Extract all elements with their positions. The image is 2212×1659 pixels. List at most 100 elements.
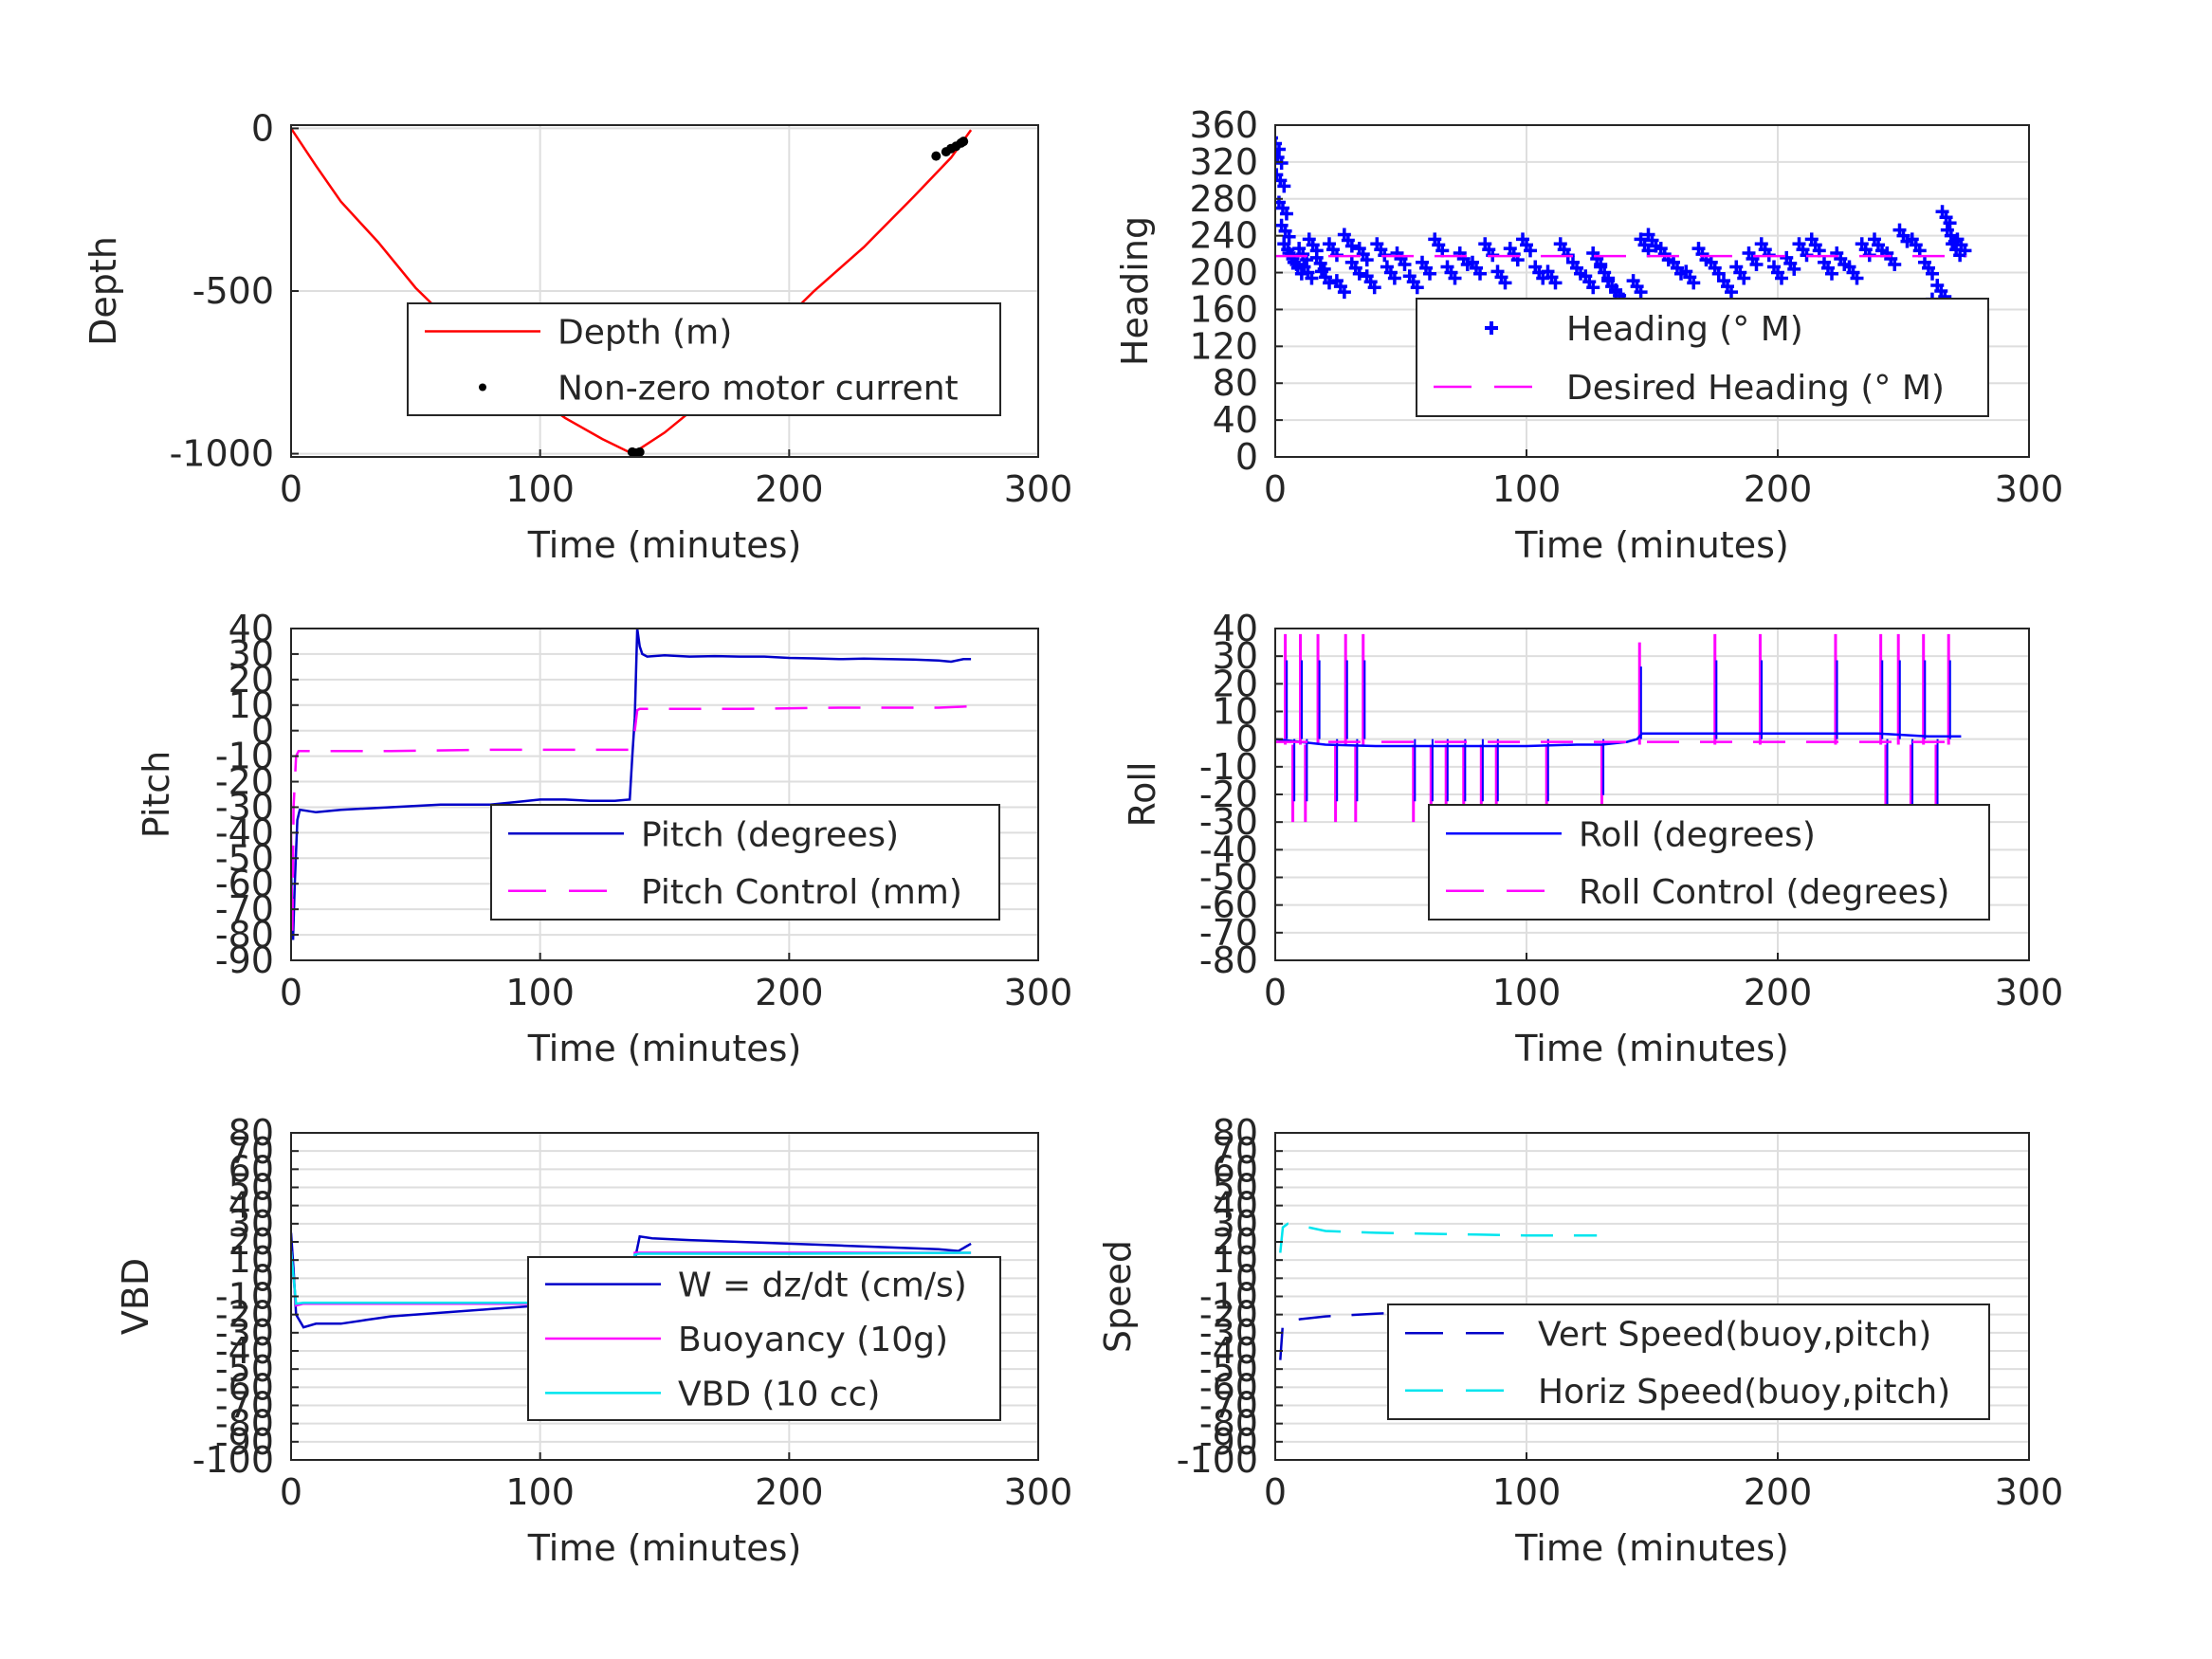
speed-ylabel: Speed [1097, 1240, 1139, 1353]
depth-ytick-label: -500 [192, 270, 274, 312]
speed-ytick-label: -90 [1199, 1421, 1258, 1463]
motor-current-point [931, 151, 941, 161]
heading-point [1711, 266, 1726, 281]
speed-ytick-label: -100 [1177, 1439, 1258, 1481]
heading-point [1279, 207, 1293, 221]
speed-legend-label: Vert Speed(buoy,pitch) [1538, 1315, 1931, 1354]
pitch-xtick-label: 200 [755, 972, 824, 1013]
roll-legend-box [1428, 804, 1990, 921]
heading-axes-box [1274, 124, 2030, 458]
speed-data-layer [1279, 1222, 1622, 1360]
vbd-ytick-label: -80 [215, 1403, 274, 1445]
heading-legend-marker [1485, 321, 1498, 335]
vbd-xtick-label: 200 [755, 1471, 824, 1513]
roll-chart: 0 100 200 300403020100-10-20-30-40-50-60-70… [1122, 608, 2063, 1069]
heading-point [1367, 281, 1381, 295]
vbd-legend-label: W = dz/dt (cm/s) [678, 1267, 967, 1305]
heading-data-layer [1275, 136, 1972, 327]
roll-ytick-label: 20 [1213, 663, 1258, 704]
pitch-ytick-label: 40 [229, 608, 274, 649]
roll-ytick-label: -70 [1199, 912, 1258, 954]
speed-legend-label: Horiz Speed(buoy,pitch) [1538, 1373, 1950, 1412]
vbd-ytick-label: -60 [215, 1366, 274, 1408]
motor-current-point [959, 137, 969, 147]
speed-series-1-line [1279, 1222, 1598, 1253]
speed-ytick-label: -30 [1199, 1312, 1258, 1354]
heading-ytick-label: 320 [1189, 141, 1258, 183]
pitch-xtick-label: 100 [505, 972, 575, 1013]
vbd-ytick-label: 40 [229, 1185, 274, 1227]
pitch-ytick-label: -40 [215, 811, 274, 853]
heading-xtick-label: 200 [1744, 468, 1813, 510]
speed-ytick-label: -50 [1199, 1348, 1258, 1390]
speed-ytick-label: 70 [1213, 1130, 1258, 1172]
heading-xtick-label: 0 [1264, 468, 1287, 510]
heading-point [1323, 276, 1336, 290]
depth-legend-label: Depth (m) [558, 314, 732, 353]
pitch-ytick-label: -80 [215, 914, 274, 956]
heading-point [1634, 285, 1648, 300]
motor-current-point [634, 447, 645, 457]
heading-point [1360, 253, 1374, 267]
heading-point [1725, 285, 1738, 300]
heading-ytick-label: 160 [1189, 288, 1258, 330]
heading-ytick-label: 240 [1189, 215, 1258, 257]
depth-ytick-label: 0 [251, 107, 274, 149]
vbd-ytick-label: 10 [229, 1239, 274, 1281]
speed-ytick-label: 80 [1213, 1112, 1258, 1154]
vbd-ytick-label: 70 [229, 1130, 274, 1172]
roll-xtick-label: 0 [1264, 972, 1287, 1013]
pitch-ytick-label: 0 [251, 710, 274, 752]
speed-ytick-label: -20 [1199, 1294, 1258, 1336]
vbd-legend-label: Buoyancy (10g) [678, 1321, 948, 1359]
vbd-legend-label: VBD (10 cc) [678, 1375, 880, 1413]
roll-ytick-label: -30 [1199, 801, 1258, 843]
speed-legend-box [1387, 1304, 1990, 1420]
speed-legend: Vert Speed(buoy,pitch) Horiz Speed(buoy,p… [1387, 1304, 1990, 1420]
heading-point [1687, 276, 1701, 290]
pitch-ytick-label: 20 [229, 659, 274, 701]
heading-legend-box [1416, 298, 1989, 417]
heading-legend: Heading (° M) Desired Heading (° M) [1416, 298, 1989, 417]
roll-ytick-label: 10 [1213, 691, 1258, 733]
heading-point [1586, 281, 1600, 295]
speed-xtick-label: 300 [1995, 1471, 2064, 1513]
pitch-legend-box [490, 804, 1000, 921]
speed-ytick-label: 50 [1213, 1167, 1258, 1209]
depth-xtick-label: 300 [1004, 468, 1073, 510]
speed-xlabel: Time (minutes) [1514, 1527, 1789, 1569]
vbd-ytick-label: 50 [229, 1167, 274, 1209]
roll-xtick-label: 300 [1995, 972, 2064, 1013]
roll-ytick-label: -60 [1199, 884, 1258, 926]
vbd-ylabel: VBD [115, 1258, 156, 1335]
heading-ytick-label: 0 [1235, 436, 1258, 478]
pitch-xtick-label: 300 [1004, 972, 1073, 1013]
pitch-ytick-label: 10 [229, 684, 274, 726]
pitch-ytick-label: -70 [215, 888, 274, 930]
heading-point [1282, 229, 1296, 244]
vbd-chart: 0 100 200 30080706050403020100-10-20-30-40-… [115, 1112, 1072, 1569]
heading-ytick-label: 360 [1189, 104, 1258, 146]
heading-ytick-label: 280 [1189, 178, 1258, 220]
vbd-ytick-label: 0 [251, 1257, 274, 1299]
heading-point [1448, 271, 1462, 285]
roll-ytick-label: -80 [1199, 939, 1258, 981]
vbd-legend: W = dz/dt (cm/s) Buoyancy (10g) VBD (10 cc… [527, 1256, 1001, 1421]
heading-xtick-label: 300 [1995, 468, 2064, 510]
pitch-legend-label: Pitch (degrees) [641, 815, 899, 854]
heading-point [1850, 271, 1864, 285]
pitch-ytick-label: -50 [215, 837, 274, 879]
heading-point [1888, 257, 1902, 271]
roll-ytick-label: -50 [1199, 857, 1258, 899]
heading-point [1749, 257, 1764, 271]
roll-ytick-label: 40 [1213, 608, 1258, 649]
speed-ytick-label: -60 [1199, 1366, 1258, 1408]
roll-series-0-line [1275, 732, 1962, 748]
roll-ytick-label: -40 [1199, 829, 1258, 870]
heading-ytick-label: 40 [1213, 399, 1258, 441]
roll-legend-label: Roll (degrees) [1579, 815, 1816, 854]
speed-ytick-label: 40 [1213, 1185, 1258, 1227]
depth-legend-marker [479, 383, 486, 392]
heading-point [1787, 262, 1801, 276]
pitch-ylabel: Pitch [136, 751, 177, 839]
